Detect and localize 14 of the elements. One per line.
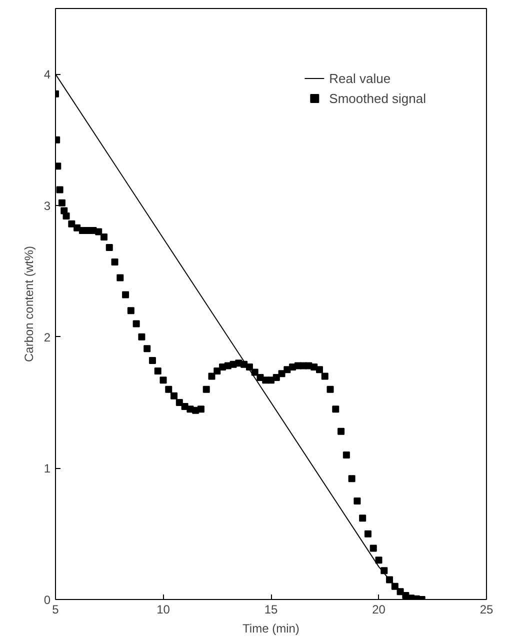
x-tick-label: 25: [480, 602, 494, 616]
y-axis-title: Carbon content (wt%): [22, 246, 36, 362]
y-tick-label: 0: [44, 593, 51, 607]
legend-label: Smoothed signal: [329, 90, 426, 106]
x-axis-title: Time (min): [242, 622, 300, 636]
x-tick-label: 15: [264, 602, 278, 616]
y-tick-label: 4: [44, 68, 51, 82]
y-tick-label: 2: [44, 330, 51, 344]
x-tick-label: 20: [372, 602, 386, 616]
x-tick-label: 5: [52, 602, 60, 616]
y-tick-label: 3: [44, 199, 51, 213]
y-tick-label: 1: [44, 462, 51, 476]
legend-label: Real value: [329, 70, 391, 86]
x-tick-label: 10: [156, 602, 170, 616]
